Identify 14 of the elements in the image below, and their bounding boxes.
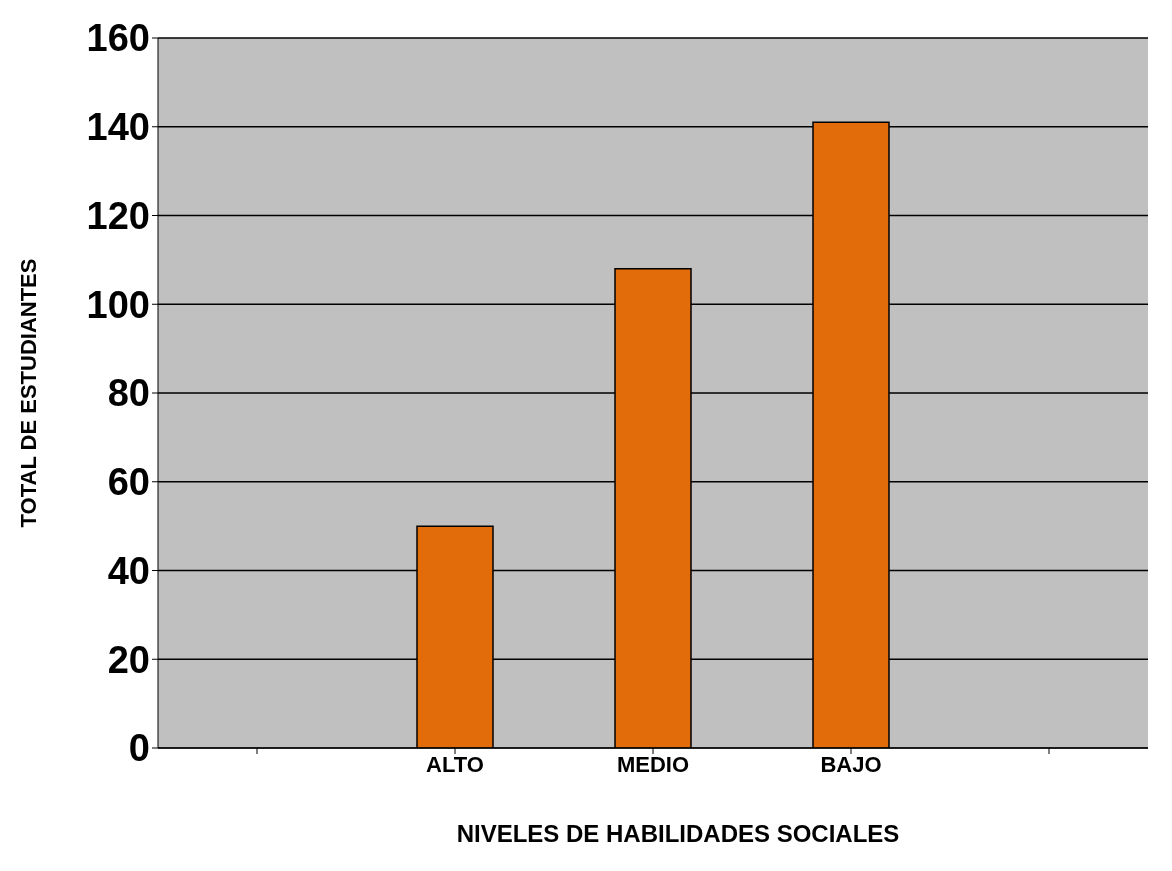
- y-tick-label: 100: [86, 283, 150, 326]
- y-tick-label: 20: [107, 638, 150, 681]
- y-axis-title: TOTAL DE ESTUDIANTES: [15, 258, 41, 528]
- x-tick-label: ALTO: [426, 751, 484, 777]
- y-tick-label: 140: [86, 106, 150, 149]
- y-tick-label: 0: [128, 727, 150, 770]
- y-tick-label: 80: [107, 372, 150, 415]
- x-tick-label: BAJO: [820, 751, 882, 777]
- y-tick-label: 120: [86, 194, 150, 237]
- x-axis-title: NIVELES DE HABILIDADES SOCIALES: [455, 820, 901, 848]
- y-tick-label: 160: [86, 17, 150, 60]
- y-tick-label: 40: [107, 549, 150, 592]
- x-tick-label: MEDIO: [616, 751, 690, 777]
- y-tick-label: 60: [107, 461, 150, 504]
